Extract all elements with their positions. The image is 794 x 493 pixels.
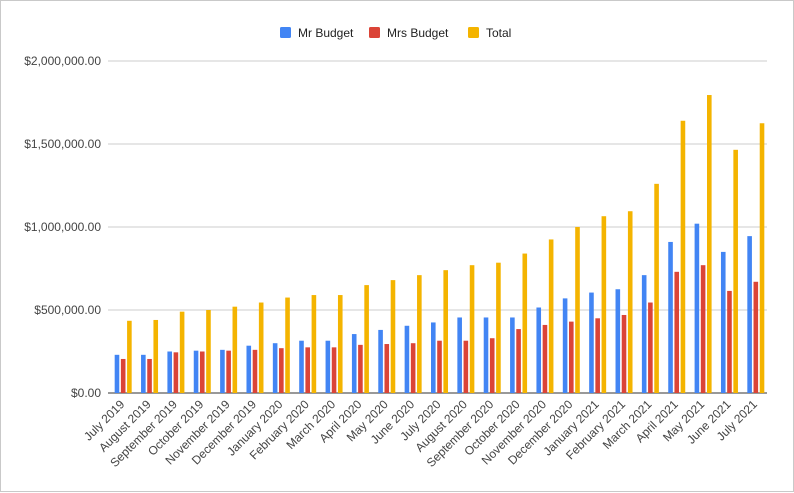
bar-mr-budget-march-2021[interactable] bbox=[641, 275, 647, 393]
bar-mrs-budget-january-2021[interactable] bbox=[595, 318, 600, 393]
bar-total-july-2021[interactable] bbox=[759, 123, 765, 393]
bar-mr-budget-february-2020[interactable] bbox=[299, 340, 304, 393]
bar-mr-budget-august-2020[interactable] bbox=[457, 317, 462, 393]
bar-total-september-2020[interactable] bbox=[496, 262, 501, 393]
bars bbox=[114, 95, 765, 394]
bar-mrs-budget-october-2019[interactable] bbox=[199, 351, 205, 394]
bar-mrs-budget-may-2021[interactable] bbox=[700, 265, 706, 393]
bar-mr-budget-september-2020[interactable] bbox=[483, 317, 489, 393]
legend-label: Total bbox=[486, 26, 511, 40]
y-axis-ticks: $0.00 $500,000.00 $1,000,000.00 $1,500,000.… bbox=[24, 54, 101, 400]
bar-mr-budget-november-2019[interactable] bbox=[220, 349, 225, 393]
bar-total-january-2021[interactable] bbox=[601, 216, 607, 393]
bar-mrs-budget-april-2021[interactable] bbox=[674, 271, 680, 393]
bar-mrs-budget-august-2020[interactable] bbox=[463, 340, 469, 393]
bar-mrs-budget-march-2021[interactable] bbox=[648, 302, 653, 393]
bar-total-february-2021[interactable] bbox=[627, 211, 633, 393]
bar-mrs-budget-january-2020[interactable] bbox=[279, 348, 284, 393]
bar-total-august-2019[interactable] bbox=[153, 319, 159, 393]
bar-mr-budget-november-2020[interactable] bbox=[536, 307, 542, 393]
y-tick-label: $2,000,000.00 bbox=[24, 54, 101, 68]
bar-mr-budget-october-2020[interactable] bbox=[510, 317, 515, 393]
bar-total-november-2020[interactable] bbox=[548, 239, 554, 393]
legend-label: Mr Budget bbox=[298, 26, 354, 40]
bar-total-february-2020[interactable] bbox=[311, 295, 317, 393]
legend-swatch bbox=[468, 27, 479, 38]
bar-mr-budget-july-2020[interactable] bbox=[431, 322, 436, 393]
bar-mrs-budget-october-2020[interactable] bbox=[516, 329, 521, 393]
y-tick-label: $0.00 bbox=[71, 386, 101, 400]
bar-total-september-2019[interactable] bbox=[179, 311, 185, 393]
bar-mr-budget-june-2021[interactable] bbox=[720, 251, 726, 393]
legend: Mr Budget Mrs Budget Total bbox=[280, 26, 511, 40]
bar-mrs-budget-september-2020[interactable] bbox=[489, 338, 495, 393]
bar-total-june-2020[interactable] bbox=[417, 275, 422, 393]
bar-mr-budget-april-2020[interactable] bbox=[351, 334, 357, 393]
bar-mrs-budget-june-2020[interactable] bbox=[410, 343, 416, 393]
bar-total-december-2019[interactable] bbox=[258, 302, 264, 393]
bar-mr-budget-august-2019[interactable] bbox=[141, 354, 146, 393]
bar-total-november-2019[interactable] bbox=[232, 306, 238, 393]
bar-total-july-2019[interactable] bbox=[127, 320, 132, 393]
bar-total-january-2020[interactable] bbox=[285, 297, 290, 393]
y-tick-label: $1,500,000.00 bbox=[24, 137, 101, 151]
legend-item-mr-budget[interactable]: Mr Budget bbox=[280, 26, 354, 40]
bar-mrs-budget-november-2020[interactable] bbox=[542, 324, 548, 393]
bar-mrs-budget-december-2019[interactable] bbox=[252, 349, 258, 393]
bar-mr-budget-january-2020[interactable] bbox=[272, 343, 278, 393]
bar-mrs-budget-july-2019[interactable] bbox=[120, 358, 126, 393]
legend-swatch bbox=[280, 27, 291, 38]
bar-mr-budget-october-2019[interactable] bbox=[193, 350, 199, 393]
bar-mr-budget-may-2020[interactable] bbox=[378, 329, 383, 393]
bar-mr-budget-march-2020[interactable] bbox=[325, 340, 331, 393]
bar-mrs-budget-march-2020[interactable] bbox=[331, 347, 337, 393]
bar-mrs-budget-june-2021[interactable] bbox=[727, 290, 732, 393]
bar-mrs-budget-february-2021[interactable] bbox=[621, 314, 627, 393]
bar-total-july-2020[interactable] bbox=[443, 270, 448, 393]
bar-mrs-budget-july-2021[interactable] bbox=[753, 281, 759, 393]
legend-item-mrs-budget[interactable]: Mrs Budget bbox=[369, 26, 449, 40]
bar-total-august-2020[interactable] bbox=[469, 265, 475, 393]
bar-mr-budget-september-2019[interactable] bbox=[167, 351, 172, 394]
bar-mr-budget-february-2021[interactable] bbox=[615, 289, 621, 393]
legend-item-total[interactable]: Total bbox=[468, 26, 511, 40]
bar-mrs-budget-july-2020[interactable] bbox=[437, 340, 442, 393]
bar-mr-budget-july-2021[interactable] bbox=[747, 236, 752, 393]
bar-total-march-2020[interactable] bbox=[337, 295, 343, 393]
bar-mr-budget-july-2019[interactable] bbox=[114, 354, 120, 393]
bar-total-october-2019[interactable] bbox=[206, 310, 211, 393]
bar-total-march-2021[interactable] bbox=[654, 183, 659, 393]
bar-mr-budget-may-2021[interactable] bbox=[694, 223, 700, 393]
bar-total-may-2021[interactable] bbox=[707, 95, 712, 393]
bar-mr-budget-december-2019[interactable] bbox=[246, 345, 252, 393]
bar-total-april-2020[interactable] bbox=[364, 285, 369, 393]
bar-mrs-budget-december-2020[interactable] bbox=[569, 321, 574, 393]
y-tick-label: $1,000,000.00 bbox=[24, 220, 101, 234]
bar-mr-budget-april-2021[interactable] bbox=[668, 241, 673, 393]
bar-mrs-budget-february-2020[interactable] bbox=[305, 347, 310, 393]
bar-total-december-2020[interactable] bbox=[575, 227, 580, 393]
legend-swatch bbox=[369, 27, 380, 38]
bar-total-may-2020[interactable] bbox=[390, 280, 396, 393]
bar-mrs-budget-november-2019[interactable] bbox=[226, 350, 231, 393]
bar-mrs-budget-may-2020[interactable] bbox=[384, 344, 390, 393]
bar-mrs-budget-april-2020[interactable] bbox=[358, 344, 363, 393]
bar-mr-budget-june-2020[interactable] bbox=[404, 325, 410, 393]
y-tick-label: $500,000.00 bbox=[34, 303, 101, 317]
bar-total-june-2021[interactable] bbox=[733, 149, 738, 393]
bar-mrs-budget-september-2019[interactable] bbox=[173, 352, 179, 393]
bar-mr-budget-december-2020[interactable] bbox=[562, 298, 568, 393]
bar-total-october-2020[interactable] bbox=[522, 253, 528, 393]
bar-mr-budget-january-2021[interactable] bbox=[589, 292, 594, 393]
bar-mrs-budget-august-2019[interactable] bbox=[147, 358, 152, 393]
legend-label: Mrs Budget bbox=[387, 26, 449, 40]
bar-total-april-2021[interactable] bbox=[680, 120, 686, 393]
